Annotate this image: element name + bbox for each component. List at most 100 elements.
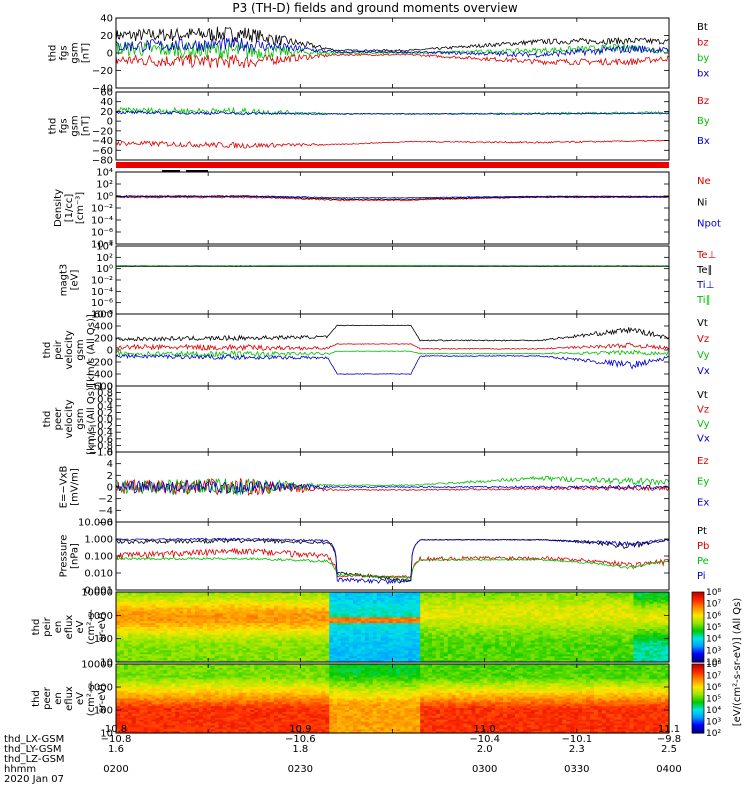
spectrogram-cell xyxy=(234,603,239,607)
spectrogram-cell xyxy=(613,595,619,599)
spectrogram-cell xyxy=(135,593,141,597)
spectrogram-cell xyxy=(242,607,247,611)
spectrogram-cell xyxy=(139,623,145,626)
spectrogram-cell xyxy=(317,609,322,612)
spectrogram-cell xyxy=(139,592,145,595)
spectrogram-cell xyxy=(518,658,524,661)
spectrogram-cell xyxy=(159,648,164,651)
spectrogram-cell xyxy=(487,617,492,620)
spectrogram-cell xyxy=(171,630,176,634)
spectrogram-cell xyxy=(159,652,164,655)
spectrogram-cell xyxy=(206,636,212,640)
spectrogram-cell xyxy=(285,611,291,614)
spectrogram-cell xyxy=(234,642,239,646)
spectrogram-cell xyxy=(503,593,508,597)
spectrogram-cell xyxy=(566,652,571,655)
spectrogram-cell xyxy=(601,656,607,659)
spectrogram-cell xyxy=(325,617,330,620)
spectrogram-cell xyxy=(542,623,548,626)
spectrogram-cell xyxy=(404,656,409,659)
spectrogram-cell xyxy=(582,654,587,657)
spectrogram-cell xyxy=(123,652,129,655)
spectrogram-cell xyxy=(187,648,192,651)
spectrogram-cell xyxy=(163,630,168,634)
y-tick-label: 0.2 xyxy=(97,408,113,419)
spectrogram-cell xyxy=(191,603,196,607)
legend-label: Vy xyxy=(697,419,710,430)
spectrogram-cell xyxy=(507,599,512,603)
spectrogram-cell xyxy=(447,648,453,651)
spectrogram-cell xyxy=(530,650,536,653)
spectrogram-cell xyxy=(333,660,338,663)
spectrogram-cell xyxy=(558,592,563,595)
spectrogram-cell xyxy=(447,625,453,628)
spectrogram-cell xyxy=(558,593,563,597)
spectrogram-cell xyxy=(191,597,196,601)
spectrogram-cell xyxy=(159,597,164,601)
spectrogram-cell xyxy=(349,601,354,605)
spectrogram-cell xyxy=(179,640,184,644)
spectrogram-cell xyxy=(187,630,192,634)
spectrogram-cell xyxy=(258,654,263,657)
series-line-Vt xyxy=(115,324,670,342)
spectrogram-cell xyxy=(151,623,157,626)
spectrogram-cell xyxy=(408,646,413,649)
spectrogram-cell xyxy=(376,644,382,647)
spectrogram-cell xyxy=(621,613,627,616)
spectrogram-cell xyxy=(463,595,469,599)
spectrogram-cell xyxy=(218,609,224,612)
spectrogram-cell xyxy=(195,660,200,663)
spectrogram-cell xyxy=(542,595,548,599)
spectrogram-cell xyxy=(428,632,433,636)
spectrogram-cell xyxy=(281,605,287,609)
spectrogram-cell xyxy=(364,623,370,626)
spectrogram-cell xyxy=(246,627,251,630)
spectrogram-cell xyxy=(151,627,157,630)
spectrogram-cell xyxy=(507,621,512,624)
spectrogram-cell xyxy=(613,601,619,605)
spectrogram-cell xyxy=(270,636,275,640)
spectrogram-cell xyxy=(262,628,267,632)
spectrogram-cell xyxy=(262,592,267,595)
spectrogram-cell xyxy=(321,619,326,622)
spectrogram-cell xyxy=(605,628,611,632)
y-axis-label: [mV/m] xyxy=(70,468,81,506)
spectrogram-cell xyxy=(518,617,524,620)
spectrogram-cell xyxy=(202,605,208,609)
spectrogram-cell xyxy=(321,644,326,647)
spectrogram-cell xyxy=(613,636,619,640)
spectrogram-cell xyxy=(317,595,322,599)
spectrogram-cell xyxy=(368,644,374,647)
spectrogram-cell xyxy=(424,638,429,642)
spectrogram-cell xyxy=(439,646,445,649)
spectrogram-cell xyxy=(372,609,378,612)
spectrogram-cell xyxy=(412,646,417,649)
spectrogram-cell xyxy=(127,617,133,620)
spectrogram-cell xyxy=(420,648,425,651)
spectrogram-cell xyxy=(428,621,433,624)
spectrogram-cell xyxy=(278,642,283,646)
spectrogram-cell xyxy=(372,603,378,607)
spectrogram-cell xyxy=(522,646,528,649)
spectrogram-cell xyxy=(526,660,532,663)
spectrogram-cell xyxy=(459,595,465,599)
spectrogram-cell xyxy=(594,609,599,612)
spectrogram-cell xyxy=(116,656,121,659)
spectrogram-cell xyxy=(210,601,216,605)
spectrogram-cell xyxy=(526,628,532,632)
spectrogram-cell xyxy=(198,636,204,640)
spectrogram-cell xyxy=(210,652,216,655)
spectrogram-cell xyxy=(432,660,437,663)
spectrogram-cell xyxy=(451,609,457,612)
legend-label: Pb xyxy=(697,541,709,552)
spectrogram-cell xyxy=(195,632,200,636)
spectrogram-cell xyxy=(131,660,137,663)
spectrogram-cell xyxy=(250,658,255,661)
spectrogram-cell xyxy=(428,636,433,640)
spectrogram-cell xyxy=(325,609,330,612)
spectrogram-cell xyxy=(597,621,603,624)
spectrogram-cell xyxy=(155,634,160,638)
spectrogram-cell xyxy=(400,660,405,663)
spectrogram-cell xyxy=(412,638,417,642)
spectrogram-cell xyxy=(447,601,453,605)
